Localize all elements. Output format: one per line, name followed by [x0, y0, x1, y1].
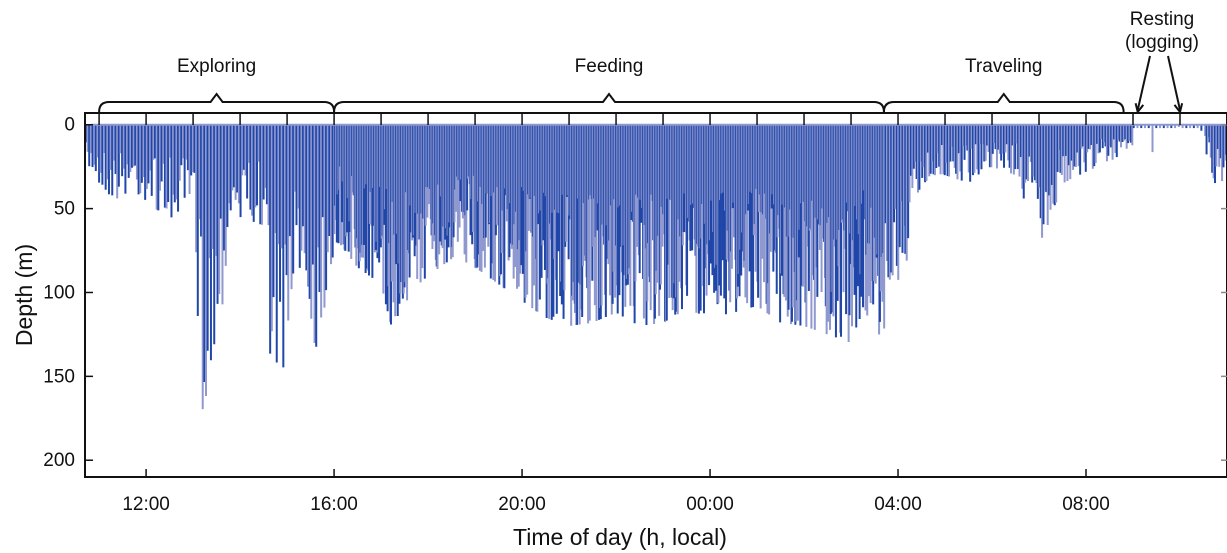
y-tick-label: 100: [43, 282, 75, 303]
y-tick-label: 150: [43, 366, 75, 387]
y-axis-title: Depth (m): [11, 244, 37, 346]
x-tick-label: 04:00: [874, 494, 922, 515]
x-tick-label: 12:00: [122, 494, 170, 515]
y-tick-label: 50: [54, 199, 75, 220]
axes: 0 50 100 150 200 12:00 16:00 20:00 00:00 04:00 08:…: [43, 113, 1227, 515]
x-tick-label: 08:00: [1062, 494, 1110, 515]
phase-brace: [98, 92, 336, 113]
resting-sublabel: (logging): [1125, 32, 1199, 53]
resting-arrow: [1167, 55, 1181, 111]
plot-frame: [84, 112, 1227, 478]
x-tick-label: 20:00: [498, 494, 546, 515]
x-axis-title: Time of day (h, local): [513, 524, 727, 550]
x-tick-label: 16:00: [310, 494, 358, 515]
resting-arrow: [1136, 55, 1151, 111]
phase-label: Traveling: [965, 56, 1042, 77]
y-tick-label: 0: [64, 115, 75, 136]
resting-label: Resting: [1130, 9, 1194, 30]
dive-traces: [84, 123, 1227, 410]
phase-label: Feeding: [575, 56, 644, 77]
x-tick-label: 00:00: [686, 494, 734, 515]
phase-label: Exploring: [177, 56, 256, 77]
phase-brace: [882, 92, 1125, 113]
behavior-phase-annotations: Exploring Feeding Traveling Resting(logging…: [98, 9, 1199, 115]
phase-brace: [333, 92, 885, 113]
y-tick-label: 200: [43, 450, 75, 471]
